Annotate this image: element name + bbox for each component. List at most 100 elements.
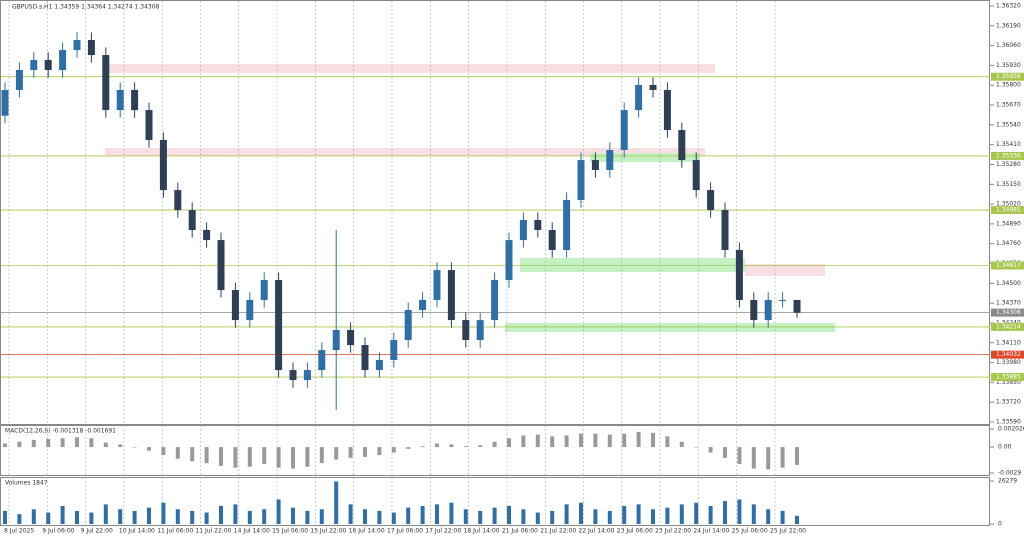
macd-bar <box>190 447 195 462</box>
volume-bar <box>291 507 295 524</box>
macd-bar <box>593 433 598 448</box>
candle-body <box>145 110 153 140</box>
macd-bar <box>276 447 281 468</box>
macd-bar <box>737 447 742 465</box>
candle-body <box>793 299 801 313</box>
candle-body <box>116 89 124 111</box>
macd-bar <box>723 447 727 458</box>
price-level-label: 1.34981 <box>996 207 1021 214</box>
volume-bar <box>103 504 108 524</box>
volume-bar <box>377 510 382 524</box>
macd-bar <box>17 441 22 448</box>
candle-body <box>375 359 383 371</box>
y-tick-label: 1.35930 <box>996 62 1021 69</box>
macd-bar <box>262 447 267 465</box>
macd-bar <box>406 447 411 449</box>
volume-bar <box>521 509 526 524</box>
candle-body <box>534 219 542 230</box>
y-tick-label: 1.35410 <box>996 141 1021 148</box>
macd-bar <box>478 445 483 448</box>
candle-body <box>649 84 657 90</box>
macd-bar <box>780 447 785 468</box>
zone <box>505 323 835 332</box>
macd-bar <box>132 447 137 448</box>
macd-bar <box>579 433 583 448</box>
macd-bar <box>795 447 799 465</box>
x-tick-label: 8 Jul 2025 <box>4 528 34 535</box>
candle-body <box>73 39 81 51</box>
candle-body <box>433 270 441 300</box>
candle-body <box>764 299 772 321</box>
price-level-label: 1.34308 <box>996 309 1021 316</box>
macd-bar <box>3 443 7 448</box>
zones <box>105 64 835 332</box>
macd-bar <box>507 438 511 448</box>
y-tick-label: 1.34500 <box>996 280 1021 287</box>
y-tick-label: 0.00 <box>998 444 1012 451</box>
zone <box>745 264 825 276</box>
y-tick-label: 0 <box>998 521 1002 528</box>
macd-bar <box>751 447 756 469</box>
volume-bar <box>233 504 238 524</box>
y-tick-label: 1.33590 <box>996 419 1021 426</box>
macd-bar <box>622 433 627 448</box>
candle-body <box>217 240 225 291</box>
volume-bar <box>737 499 742 524</box>
volume-bar <box>723 501 727 524</box>
candle-body <box>390 340 398 360</box>
volume-bar <box>478 510 483 524</box>
candle-body <box>419 299 427 310</box>
price-level-tag <box>991 151 1024 160</box>
volume-bar <box>406 507 411 524</box>
macd-bar <box>435 443 439 448</box>
y-tick-label: 1.36320 <box>996 3 1021 10</box>
y-tick-label: 1.35800 <box>996 82 1021 89</box>
y-tick-label: 1.35150 <box>996 181 1021 188</box>
y-tick-label: 1.35670 <box>996 102 1021 109</box>
volume-bar <box>679 504 684 524</box>
candle-body <box>1 89 9 116</box>
volume-bar <box>463 509 468 524</box>
volume-bar <box>550 510 555 524</box>
volume-bar <box>60 506 65 524</box>
macd-bar <box>449 444 454 448</box>
macd-bar <box>319 447 324 464</box>
macd-bar <box>147 447 151 451</box>
volume-bar <box>766 509 771 524</box>
candle-body <box>174 190 182 211</box>
candle-body <box>203 230 211 241</box>
volume-bar <box>780 510 785 524</box>
macd-bar <box>103 442 108 448</box>
volume-bar <box>334 481 339 524</box>
volume-bar <box>305 510 310 524</box>
macd-bar <box>233 447 238 468</box>
candle-body <box>303 370 311 381</box>
macd-bar <box>492 441 497 448</box>
volume-bar <box>147 507 151 524</box>
macd-bar <box>31 439 36 448</box>
y-tick-label: 1.34370 <box>996 300 1021 307</box>
candle-body <box>577 160 585 200</box>
x-tick-label: 23 Jul 06:00 <box>617 528 653 535</box>
candle-body <box>231 290 239 321</box>
candle-body <box>505 240 513 280</box>
candle-body <box>447 270 455 321</box>
price-level-label: 1.34032 <box>996 351 1021 358</box>
volume-bar <box>46 512 51 524</box>
volume-bar <box>622 506 627 524</box>
x-tick-label: 11 Jul 22:00 <box>196 528 232 535</box>
candle-body <box>275 279 283 371</box>
volume-bar <box>89 512 94 524</box>
main-panel <box>0 0 990 425</box>
x-tick-label: 9 Jul 06:00 <box>42 528 74 535</box>
price-level-label: 1.33885 <box>996 374 1021 381</box>
volume-bar <box>564 504 569 524</box>
macd-bar <box>679 441 684 448</box>
candle-body <box>102 55 110 111</box>
y-tick-label: 1.35020 <box>996 201 1021 208</box>
price-level-tag <box>991 308 1024 317</box>
price-level-label: 1.34617 <box>996 262 1021 269</box>
volume-bar <box>708 506 713 524</box>
macd-bar <box>535 434 540 448</box>
